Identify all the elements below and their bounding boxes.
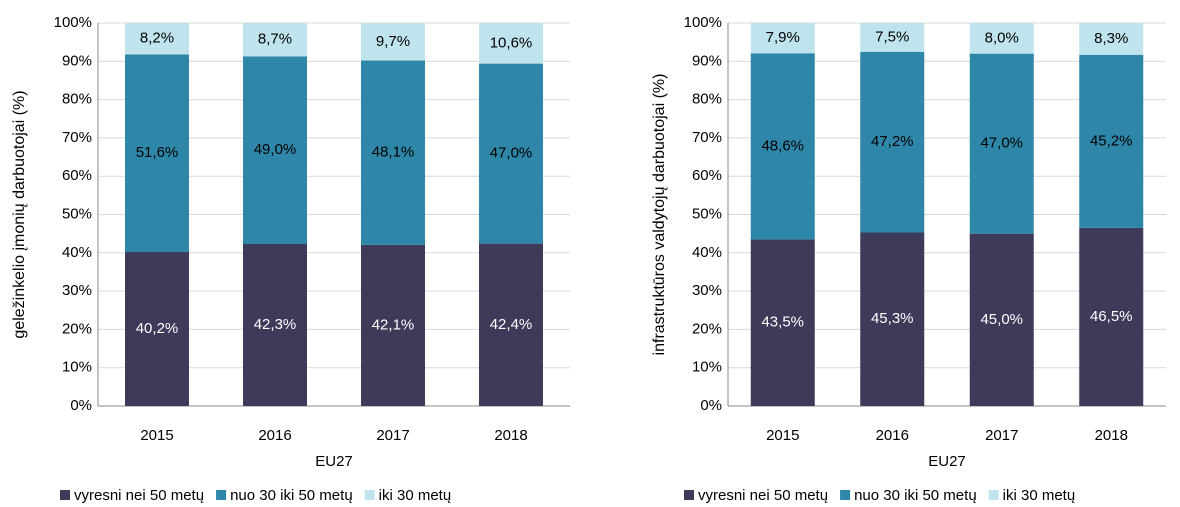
legend-label: nuo 30 iki 50 metų (854, 487, 977, 504)
chart: 0% 10% 20% 30% 40% 50% 60% 70% 80% 90% 100% 2015 43,… (651, 14, 1166, 504)
bar-segment (750, 23, 815, 54)
data-label: 48,6% (761, 137, 804, 154)
legend-swatch (60, 490, 70, 500)
data-label: 7,9% (766, 29, 800, 46)
data-label: 51,6% (136, 144, 179, 161)
data-label: 9,7% (376, 33, 410, 50)
chart: 0% 10% 20% 30% 40% 50% 60% 70% 80% 90% 100% 2015 40,… (11, 14, 570, 504)
legend-swatch (840, 490, 851, 500)
bar-segment (750, 239, 815, 406)
bar-segment (1079, 23, 1144, 55)
y-tick-label: 90% (62, 52, 92, 69)
legend-label: nuo 30 iki 50 metų (230, 487, 353, 504)
data-label: 48,1% (372, 144, 415, 161)
y-tick-label: 20% (692, 320, 722, 337)
y-tick-label: 40% (62, 244, 92, 261)
y-tick-label: 70% (692, 129, 722, 146)
y-tick-label: 100% (54, 14, 92, 31)
data-label: 8,0% (985, 29, 1019, 46)
bar-segment (860, 232, 925, 406)
data-label: 45,3% (871, 310, 914, 327)
data-label: 47,2% (871, 133, 914, 150)
data-label: 8,2% (140, 30, 174, 47)
legend-label: iki 30 metų (379, 487, 452, 504)
data-label: 43,5% (761, 314, 804, 331)
data-label: 45,2% (1090, 132, 1133, 149)
y-tick-label: 10% (692, 359, 722, 376)
x-axis-title: EU27 (315, 453, 353, 470)
y-tick-label: 70% (62, 129, 92, 146)
y-tick-label: 80% (62, 91, 92, 108)
bar-segment (969, 23, 1034, 54)
x-tick-label: 2017 (376, 427, 409, 444)
data-label: 49,0% (254, 141, 297, 158)
data-label: 40,2% (136, 320, 179, 337)
legend-swatch (684, 490, 694, 500)
legend-swatch (364, 490, 375, 500)
data-label: 8,3% (1094, 30, 1128, 47)
legend-label: vyresni nei 50 metų (698, 487, 828, 504)
bar-segment (243, 23, 307, 57)
bar-segment (125, 54, 189, 253)
data-label: 47,0% (980, 135, 1023, 152)
data-label: 10,6% (490, 34, 533, 51)
data-label: 8,7% (258, 31, 292, 48)
x-tick-label: 2018 (494, 427, 527, 444)
y-tick-label: 0% (700, 397, 722, 414)
y-tick-label: 90% (692, 52, 722, 69)
x-tick-label: 2015 (140, 427, 173, 444)
y-tick-label: 30% (692, 282, 722, 299)
data-label: 47,0% (490, 145, 533, 162)
data-label: 45,0% (980, 311, 1023, 328)
bar-segment (361, 60, 425, 245)
bar-segment (1079, 54, 1144, 228)
y-tick-label: 60% (62, 167, 92, 184)
bar-segment (860, 51, 925, 233)
data-label: 42,4% (490, 316, 533, 333)
legend-label: iki 30 metų (1003, 487, 1076, 504)
y-tick-label: 40% (692, 244, 722, 261)
x-tick-label: 2018 (1095, 427, 1128, 444)
bar-segment (1079, 227, 1144, 406)
bar-segment (479, 243, 543, 406)
data-label: 42,3% (254, 316, 297, 333)
x-tick-label: 2016 (258, 427, 291, 444)
bar-segment (479, 23, 543, 64)
y-tick-label: 80% (692, 91, 722, 108)
x-axis-title: EU27 (928, 453, 966, 470)
data-label: 42,1% (372, 316, 415, 333)
y-tick-label: 50% (62, 205, 92, 222)
y-tick-label: 30% (62, 282, 92, 299)
y-axis-title: geležinkelio įmonių darbuotojai (%) (11, 90, 28, 338)
x-tick-label: 2017 (985, 427, 1018, 444)
y-tick-label: 20% (62, 320, 92, 337)
bar-segment (969, 53, 1034, 234)
legend-label: vyresni nei 50 metų (74, 487, 204, 504)
data-label: 46,5% (1090, 308, 1133, 325)
bar-segment (243, 56, 307, 244)
y-axis-title: infrastruktūros valdytojų darbuotojai (%… (651, 74, 668, 356)
bar-segment (243, 243, 307, 406)
bar-segment (125, 252, 189, 406)
y-tick-label: 100% (684, 14, 722, 31)
data-label: 7,5% (875, 28, 909, 45)
x-tick-label: 2016 (876, 427, 909, 444)
y-tick-label: 50% (692, 205, 722, 222)
bar-segment (479, 63, 543, 244)
bar-segment (860, 23, 925, 52)
legend-swatch (988, 490, 999, 500)
bar-segment (361, 244, 425, 406)
y-tick-label: 10% (62, 359, 92, 376)
bar-segment (969, 233, 1034, 406)
bar-segment (361, 23, 425, 61)
y-tick-label: 60% (692, 167, 722, 184)
y-tick-label: 0% (70, 397, 92, 414)
legend-swatch (216, 490, 227, 500)
bar-segment (750, 53, 815, 240)
x-tick-label: 2015 (766, 427, 799, 444)
bar-segment (125, 23, 189, 55)
